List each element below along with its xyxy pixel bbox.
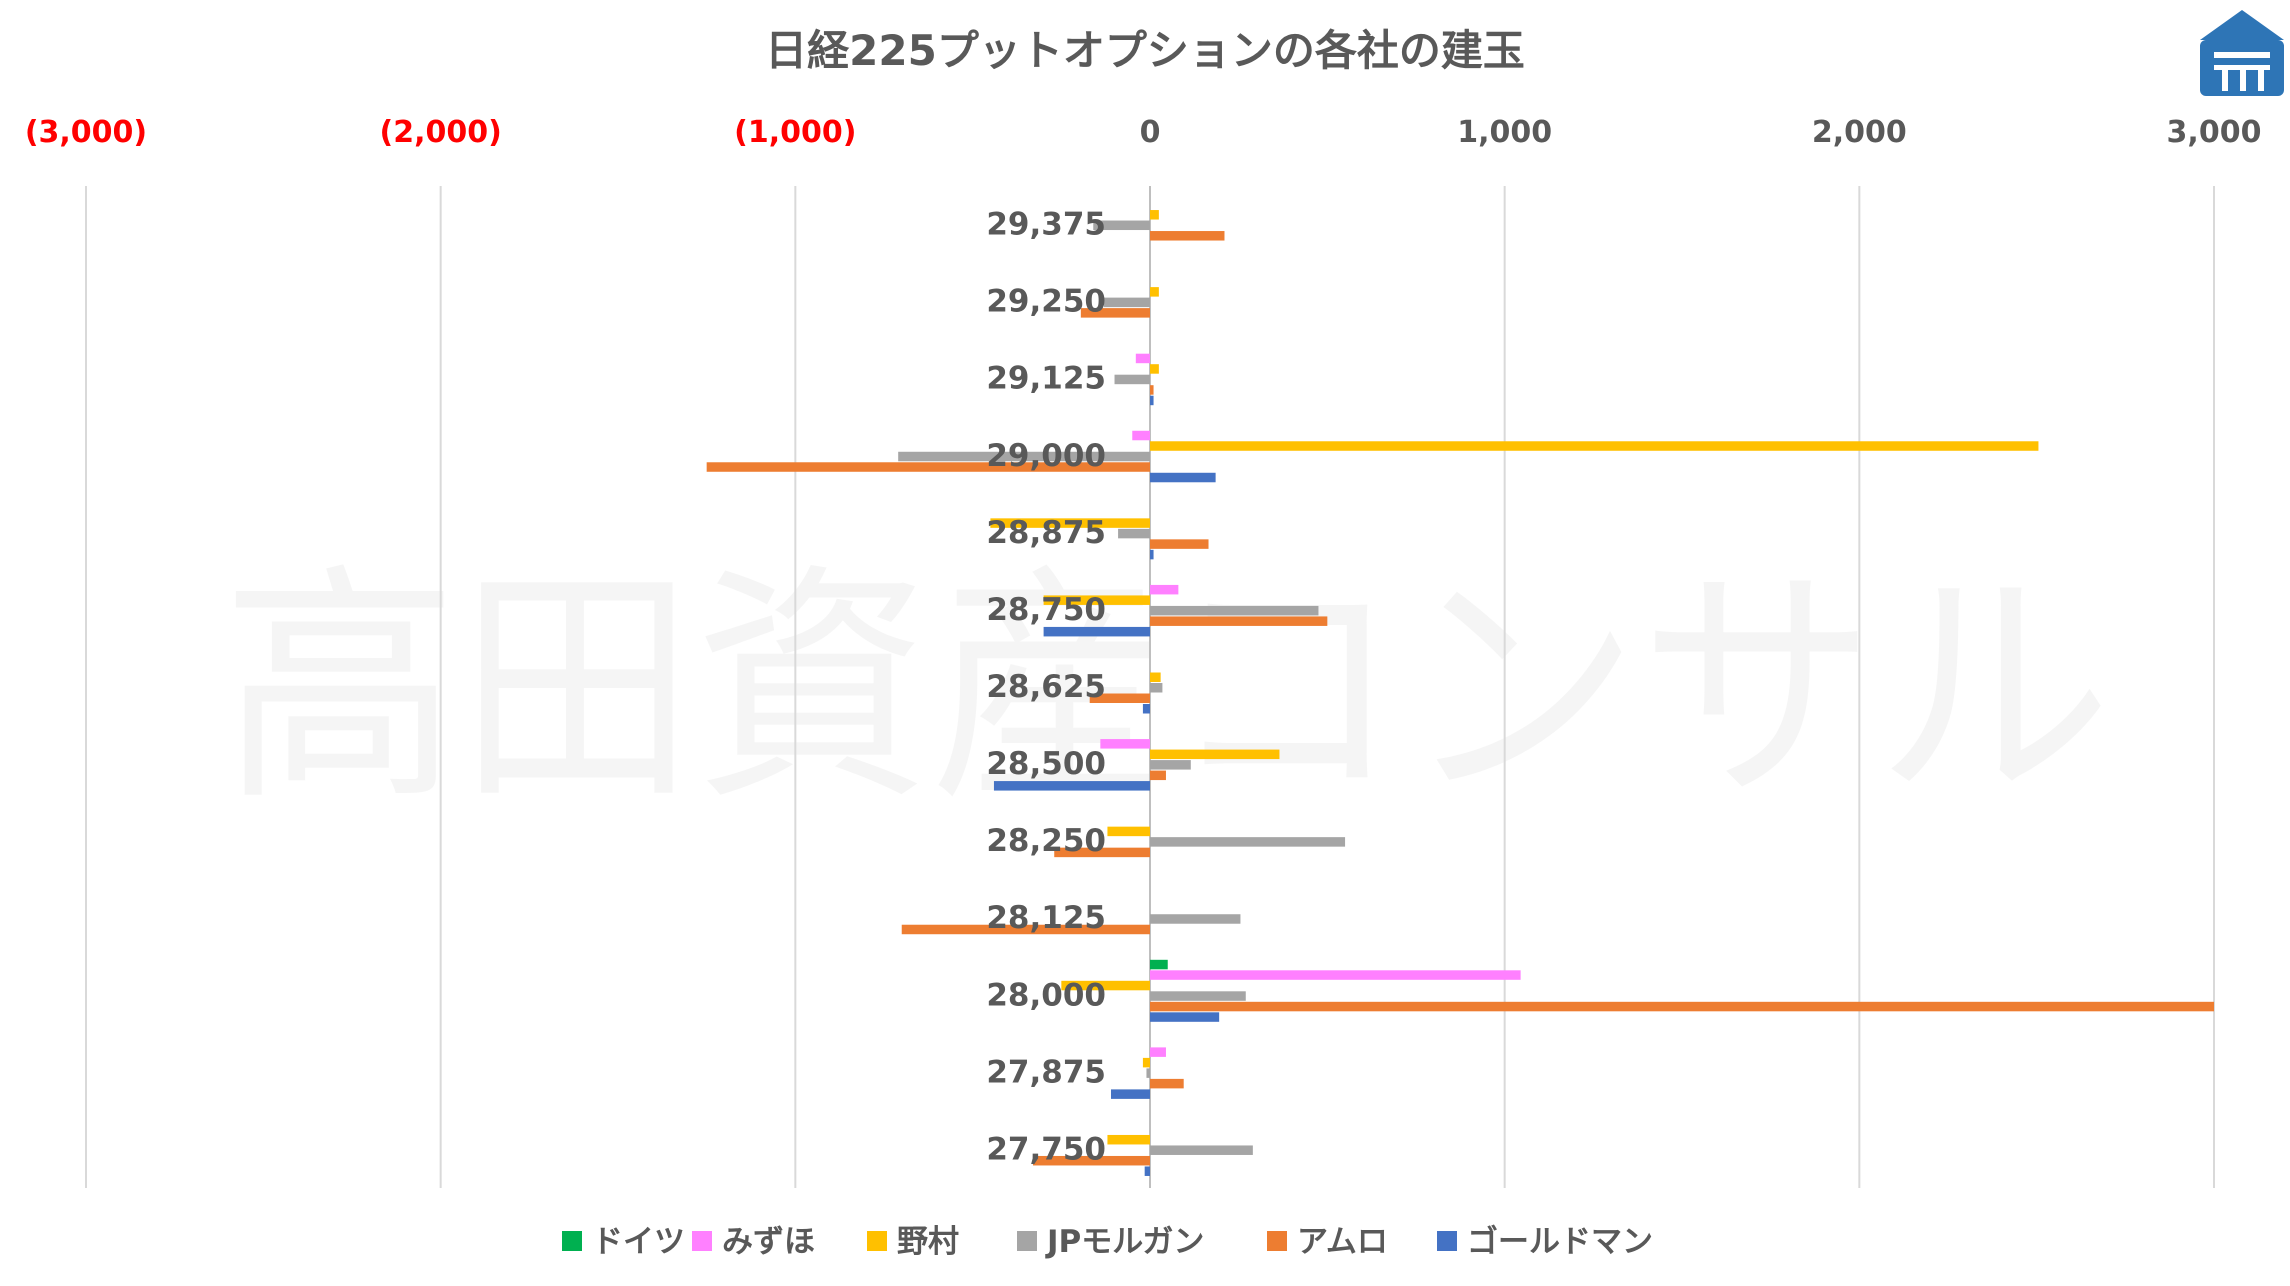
- x-tick-label: (3,000): [25, 115, 147, 150]
- bar: [1150, 1047, 1166, 1057]
- category-label: 28,625: [986, 669, 1106, 705]
- bar: [1150, 549, 1154, 560]
- legend-label: アムロ: [1297, 1224, 1388, 1260]
- bar: [1150, 210, 1159, 220]
- bar: [993, 781, 1150, 791]
- bar: [1150, 1145, 1253, 1155]
- bar: [1144, 1166, 1150, 1176]
- legend-label: 野村: [897, 1224, 959, 1260]
- category-label: 27,875: [986, 1054, 1106, 1090]
- category-label: 28,500: [986, 746, 1106, 782]
- legend-swatch: [562, 1231, 582, 1251]
- category-label: 28,875: [986, 515, 1106, 551]
- x-axis-tick-labels: (3,000) (2,000) (1,000) 0 1,000 2,000 3,000: [25, 115, 2262, 150]
- bar: [1089, 693, 1150, 703]
- bar: [1150, 472, 1216, 483]
- legend-label: みずほ: [722, 1224, 815, 1260]
- bar: [1107, 826, 1150, 837]
- bar: [1150, 385, 1154, 395]
- bar: [1150, 441, 2039, 451]
- category-label: 29,250: [986, 284, 1106, 320]
- x-tick-label: 3,000: [2167, 115, 2262, 150]
- bar: [1150, 231, 1225, 241]
- bar: [1150, 364, 1159, 374]
- bar: [1150, 760, 1191, 770]
- bar: [1150, 749, 1280, 760]
- bar: [706, 462, 1150, 472]
- bar: [1150, 914, 1241, 924]
- bar: [1150, 616, 1328, 626]
- bar: [990, 518, 1150, 528]
- x-tick-label: 1,000: [1457, 115, 1552, 150]
- bar: [1150, 770, 1166, 781]
- bar: [1150, 539, 1209, 549]
- bar: [1150, 837, 1346, 847]
- bar: [1150, 1012, 1220, 1022]
- x-tick-label: 0: [1140, 115, 1161, 150]
- legend-swatch: [1437, 1231, 1457, 1251]
- legend-label: JPモルガン: [1045, 1224, 1204, 1260]
- bar: [1135, 353, 1150, 364]
- bar: [1150, 959, 1168, 970]
- bar: [1150, 1001, 2214, 1012]
- legend-label: ゴールドマン: [1467, 1224, 1653, 1260]
- bar: [1107, 1134, 1150, 1145]
- bar: [1150, 991, 1246, 1001]
- x-tick-label: (2,000): [380, 115, 502, 150]
- bars: [706, 210, 2214, 1176]
- bar: [1032, 1155, 1150, 1166]
- bar: [1142, 1057, 1150, 1068]
- logo-icon: [2200, 10, 2284, 96]
- category-label: 28,250: [986, 823, 1106, 859]
- bar: [1146, 1068, 1150, 1078]
- legend: ドイツ みずほ 野村 JPモルガン アムロ ゴールドマン: [562, 1224, 1653, 1260]
- category-labels: 29,375 29,250 29,125 29,000 28,875 28,750 28,6…: [986, 207, 1106, 1168]
- bar: [1103, 297, 1150, 308]
- category-label: 27,750: [986, 1131, 1106, 1167]
- gridlines: [85, 186, 2215, 1188]
- bar: [1118, 528, 1150, 539]
- chart-title: 日経225プットオプションの各社の建玉: [765, 26, 1525, 75]
- bar: [1043, 626, 1150, 637]
- bar: [1080, 308, 1150, 318]
- bar: [1100, 739, 1150, 749]
- category-label: 29,000: [986, 438, 1106, 474]
- legend-label: ドイツ: [592, 1224, 685, 1260]
- bar: [1142, 704, 1150, 714]
- legend-swatch: [1017, 1231, 1037, 1251]
- bar: [1054, 847, 1150, 858]
- bar: [1150, 584, 1179, 595]
- bar: [1150, 287, 1159, 297]
- legend-swatch: [692, 1231, 712, 1251]
- bar: [901, 924, 1150, 935]
- category-label: 28,750: [986, 592, 1106, 628]
- x-tick-label: 2,000: [1812, 115, 1907, 150]
- category-label: 28,125: [986, 900, 1106, 936]
- bar: [1150, 1078, 1184, 1089]
- bar: [1114, 374, 1150, 385]
- bar: [1110, 1089, 1150, 1099]
- legend-swatch: [867, 1231, 887, 1251]
- category-label: 28,000: [986, 977, 1106, 1013]
- bar: [1043, 595, 1150, 605]
- category-label: 29,125: [986, 361, 1106, 397]
- bar: [898, 451, 1150, 462]
- legend-swatch: [1267, 1231, 1287, 1251]
- bar: [1061, 980, 1150, 991]
- bar: [1093, 220, 1150, 231]
- x-tick-label: (1,000): [734, 115, 856, 150]
- bar: [1150, 970, 1521, 980]
- bar: [1132, 430, 1150, 441]
- bar: [1150, 683, 1163, 693]
- bar: [1150, 672, 1161, 682]
- bar: [1150, 605, 1319, 616]
- category-label: 29,375: [986, 207, 1106, 243]
- bar: [1150, 395, 1154, 406]
